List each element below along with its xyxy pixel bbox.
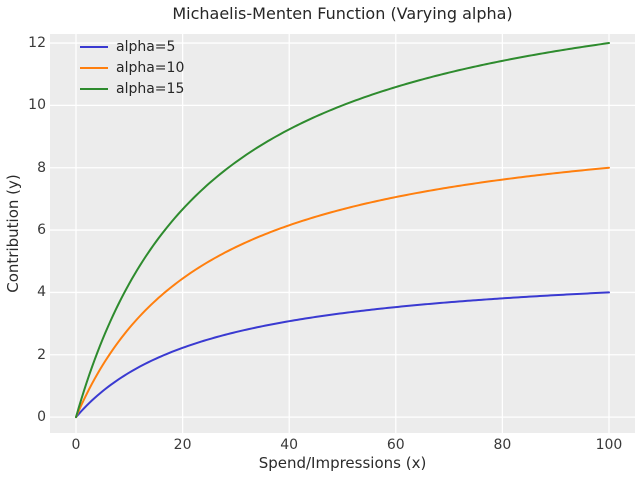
x-tick-label: 0 (71, 437, 81, 453)
series-line-alpha-10 (75, 166, 610, 419)
legend-line-swatch (80, 87, 108, 90)
legend-item-alpha-15: alpha=15 (80, 78, 184, 99)
legend: alpha=5 alpha=10 alpha=15 (80, 36, 184, 99)
legend-line-swatch (80, 45, 108, 48)
y-tick-label: 0 (37, 409, 46, 426)
legend-label: alpha=10 (116, 59, 185, 76)
plot-background (50, 34, 635, 433)
series-line-alpha-15 (75, 42, 610, 419)
x-tick-label: 100 (595, 437, 623, 453)
chart-title: Michaelis-Menten Function (Varying alpha… (172, 4, 513, 23)
legend-label: alpha=5 (116, 38, 176, 55)
y-tick-label: 10 (28, 97, 46, 114)
y-tick-label: 8 (37, 159, 46, 176)
x-tick-label: 80 (493, 437, 512, 453)
legend-line-swatch (80, 66, 108, 69)
legend-item-alpha-10: alpha=10 (80, 57, 184, 78)
x-tick-label: 40 (280, 437, 299, 453)
x-tick-label: 60 (386, 437, 405, 453)
x-tick-label: 20 (173, 437, 192, 453)
series-line-alpha-5 (75, 291, 610, 419)
y-tick-label: 2 (37, 346, 46, 363)
y-tick-label: 4 (37, 284, 46, 301)
y-tick-label: 6 (37, 222, 46, 239)
y-tick-label: 12 (28, 35, 46, 52)
x-axis-label: Spend/Impressions (x) (258, 454, 427, 472)
legend-item-alpha-5: alpha=5 (80, 36, 184, 57)
legend-label: alpha=15 (116, 80, 185, 97)
